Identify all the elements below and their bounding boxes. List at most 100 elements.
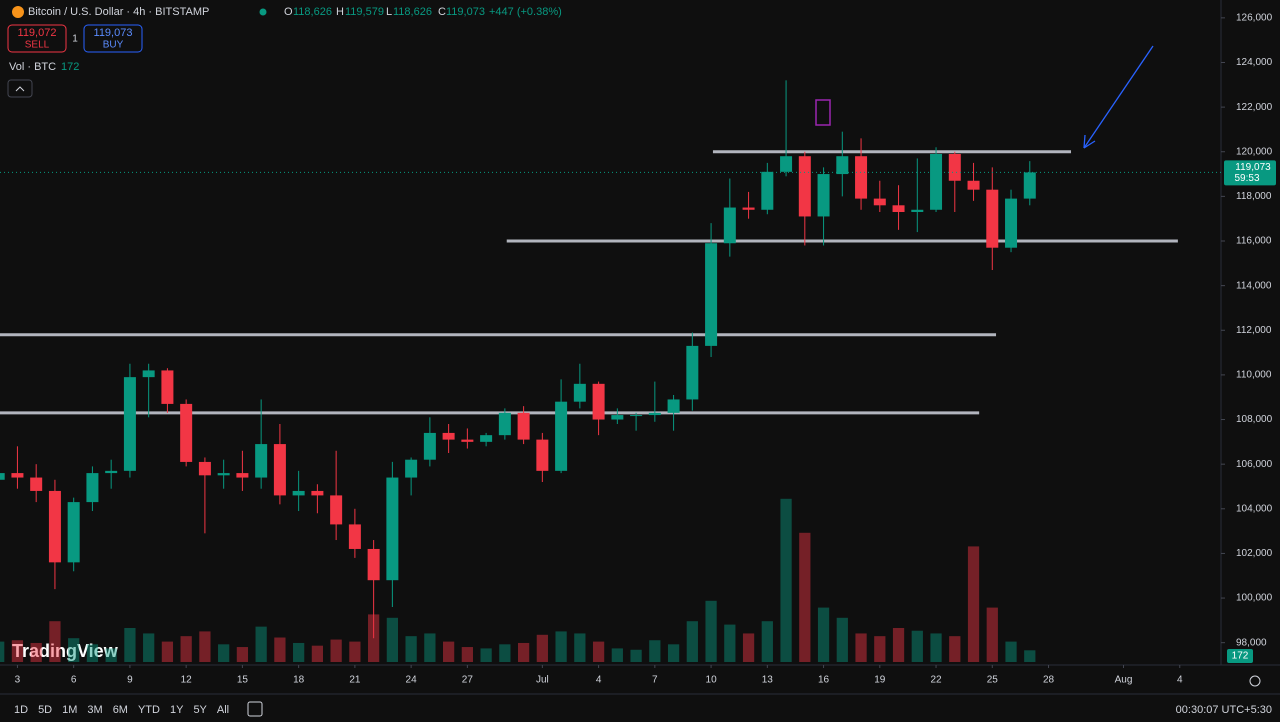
time-tick-label: 22 xyxy=(930,675,942,686)
time-tick-label: 18 xyxy=(293,675,305,686)
vol-value: 172 xyxy=(61,61,79,73)
volume-bar xyxy=(949,636,961,662)
candle-body xyxy=(667,399,680,413)
candle-body xyxy=(1023,172,1036,199)
buy-price: 119,073 xyxy=(94,27,133,39)
candle-body xyxy=(555,401,568,471)
volume-bar xyxy=(574,633,586,662)
market-status xyxy=(259,8,267,16)
c-value: 119,073 xyxy=(446,6,485,18)
range-button[interactable]: 1M xyxy=(62,704,77,716)
time-tick-label: 24 xyxy=(406,675,418,686)
price-tick-label: 102,000 xyxy=(1236,548,1273,559)
volume-bar xyxy=(442,641,455,662)
range-button[interactable]: 6M xyxy=(113,704,128,716)
last-price-label: 119,073 xyxy=(1235,162,1271,173)
volume-bar xyxy=(330,639,342,662)
price-tick-label: 110,000 xyxy=(1236,370,1272,381)
volume-bar xyxy=(480,648,492,662)
range-button[interactable]: 1D xyxy=(14,704,28,716)
range-button[interactable]: 5D xyxy=(38,704,52,716)
candle-body xyxy=(292,490,305,496)
arrow-head xyxy=(1083,134,1096,149)
candle-body xyxy=(836,156,849,175)
volume-bar xyxy=(180,636,192,662)
annotation-arrow xyxy=(1083,45,1154,149)
volume-bar xyxy=(86,644,99,662)
candle-body xyxy=(630,415,643,417)
time-tick-label: 21 xyxy=(349,675,361,686)
time-tick-label: 9 xyxy=(127,675,133,686)
candle-body xyxy=(892,205,905,212)
price-tick-label: 112,000 xyxy=(1236,325,1272,336)
volume-badge: 172 xyxy=(1232,651,1249,662)
candle-body xyxy=(330,495,343,525)
volume-bar xyxy=(855,633,867,662)
volume-bar xyxy=(817,607,830,662)
price-tick-label: 120,000 xyxy=(1236,146,1273,157)
last-price-badge xyxy=(1224,160,1276,186)
h-value: 119,579 xyxy=(345,6,384,18)
date-range-icon[interactable] xyxy=(247,701,263,717)
logo: TradingView xyxy=(12,641,119,661)
time-tick-label: 25 xyxy=(987,675,999,686)
volume-bar xyxy=(705,600,717,662)
range-button[interactable]: All xyxy=(217,704,229,716)
settings-icon[interactable] xyxy=(1249,675,1261,687)
time-tick-label: 3 xyxy=(15,675,21,686)
candle-body xyxy=(123,377,136,471)
highlight-box xyxy=(815,99,831,126)
sell-button[interactable] xyxy=(7,24,67,53)
btc-icon xyxy=(12,6,24,18)
l-value: 118,626 xyxy=(393,6,432,18)
candle-body xyxy=(461,439,474,442)
price-tick-label: 106,000 xyxy=(1236,459,1273,470)
volume-bar xyxy=(311,645,324,662)
volume-badge-bg xyxy=(1227,649,1253,663)
price-tick-label: 124,000 xyxy=(1236,57,1273,68)
time-tick-label: 27 xyxy=(462,675,474,686)
candle-body xyxy=(611,415,624,420)
candle-body xyxy=(198,461,211,476)
range-button[interactable]: 1Y xyxy=(170,704,184,716)
time-tick-label: Jul xyxy=(536,675,549,686)
buy-button[interactable] xyxy=(83,24,143,53)
time-tick-label: 15 xyxy=(237,675,249,686)
range-button[interactable]: 5Y xyxy=(193,704,207,716)
candle-body xyxy=(255,444,268,478)
candle-body xyxy=(348,524,361,549)
time-tick-label: 13 xyxy=(762,675,774,686)
volume-bar xyxy=(780,498,792,662)
candle-body xyxy=(967,180,980,190)
range-button[interactable]: 3M xyxy=(87,704,102,716)
volume-bar xyxy=(124,628,136,662)
volume-bar xyxy=(236,647,249,662)
c-label: C xyxy=(438,6,446,18)
candle-body xyxy=(30,477,43,491)
candle-body xyxy=(648,412,661,416)
candle-body xyxy=(236,473,249,478)
candle-body xyxy=(86,473,99,503)
candle-body xyxy=(48,490,61,563)
l-label: L xyxy=(386,6,392,18)
collapse-icon xyxy=(15,86,25,92)
volume-bar xyxy=(761,621,773,662)
time-tick-label: 6 xyxy=(71,675,77,686)
volume-bar xyxy=(911,630,923,662)
volume-bar xyxy=(68,638,80,662)
volume-bar xyxy=(967,546,980,662)
time-tick-label: 16 xyxy=(818,675,830,686)
candle-body xyxy=(780,156,793,172)
collapse-button[interactable] xyxy=(7,79,33,98)
volume-bar xyxy=(1005,641,1017,662)
volume-bar xyxy=(724,624,736,662)
volume-bar xyxy=(293,642,305,662)
volume-bar xyxy=(686,621,698,662)
volume-bar xyxy=(405,636,417,662)
candle-body xyxy=(180,403,193,462)
range-button[interactable]: YTD xyxy=(138,704,160,716)
candle-body xyxy=(911,209,924,212)
volume-bar xyxy=(649,640,661,662)
volume-bar xyxy=(11,640,24,662)
